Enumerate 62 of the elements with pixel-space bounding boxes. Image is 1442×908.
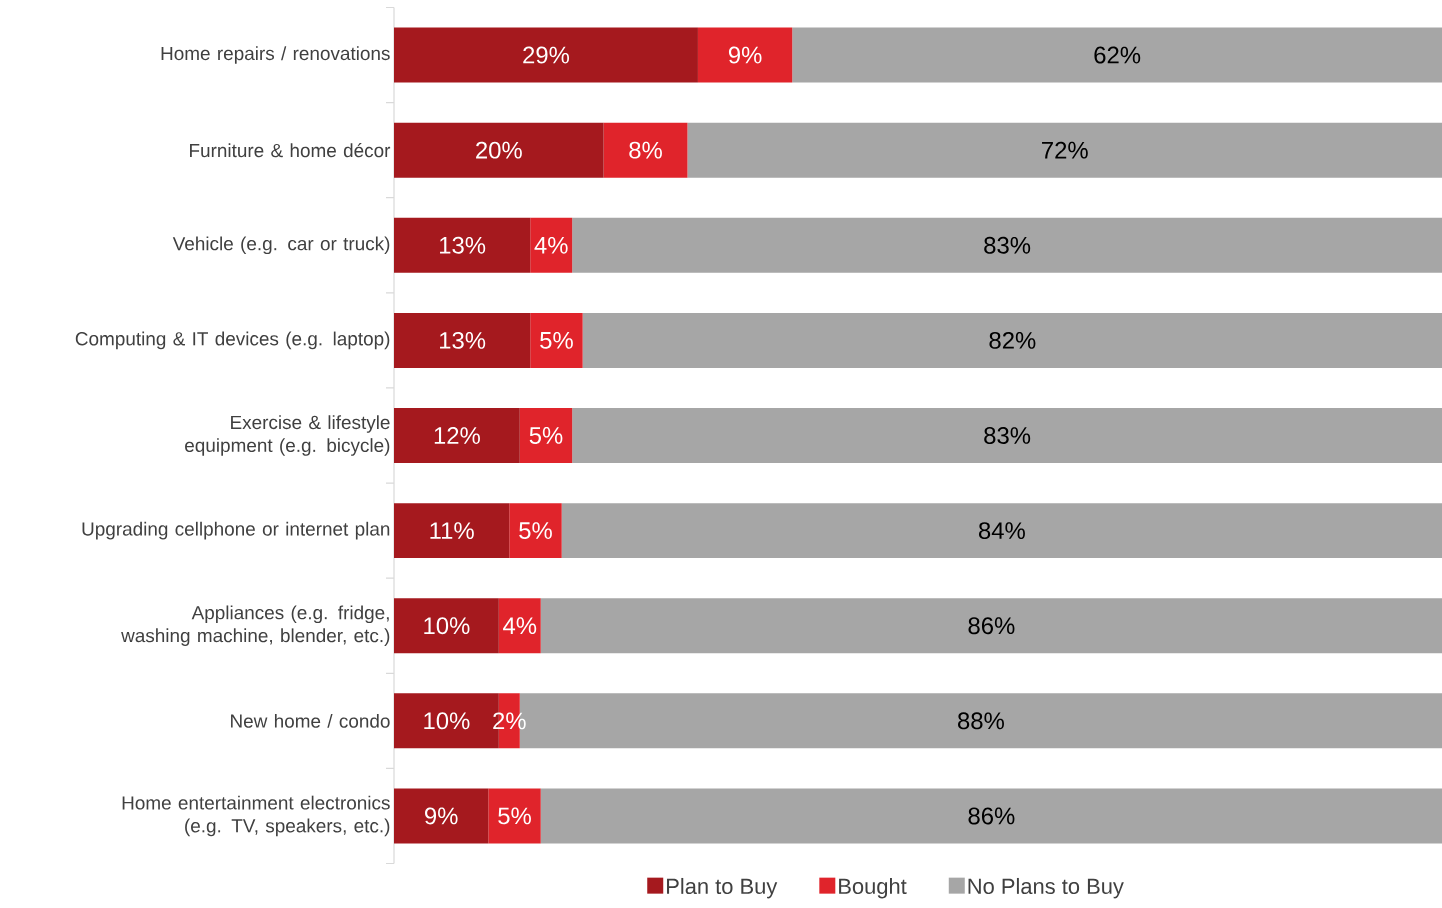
legend-label: No Plans to Buy [968, 877, 1124, 899]
bar [603, 122, 688, 178]
data-label: 83% [984, 427, 1031, 444]
data-label: 83% [984, 236, 1031, 254]
data-label: 86% [968, 617, 1015, 635]
data-label: 4% [503, 617, 537, 635]
bar [509, 503, 562, 559]
data-label: 84% [978, 522, 1025, 540]
y-tick-label: Vehicle (e.g. car or truck) [172, 236, 390, 255]
data-label: 5% [540, 331, 573, 349]
bar [572, 217, 1442, 273]
data-label: 12% [434, 427, 480, 444]
y-tick-label: Computing & IT devices (e.g. laptop) [75, 331, 390, 350]
data-label: 13% [440, 331, 486, 349]
data-label: 8% [629, 141, 662, 159]
y-tick-label: Home repairs / renovations [161, 46, 390, 64]
y-tick-label: Furniture & home décor [190, 143, 391, 158]
y-tick-label: Home entertainment electronics (e.g. TV, speakers, etc.) [122, 795, 390, 837]
data-label: 9% [425, 807, 458, 825]
bar [582, 312, 1442, 368]
bar [394, 122, 604, 178]
bar [394, 312, 531, 368]
bar [530, 312, 583, 368]
bar [394, 788, 489, 844]
bar [792, 27, 1442, 83]
bar [697, 27, 793, 83]
bar [394, 408, 520, 463]
bar [394, 503, 510, 559]
bar [530, 217, 573, 273]
data-label: 29% [523, 46, 570, 64]
y-tick-label: Appliances (e.g. fridge, washing machine, blender, etc.) [121, 605, 390, 646]
y-tick-label: Exercise & lifestyle equipment (e.g. bicycle) [185, 415, 390, 456]
data-label: 9% [728, 46, 762, 64]
bar [540, 598, 1442, 654]
bar [540, 788, 1442, 844]
bar [519, 408, 573, 463]
data-label: 20% [476, 141, 522, 159]
bar [488, 788, 541, 844]
data-label: 88% [958, 712, 1004, 730]
bar [561, 503, 1442, 559]
data-label: 62% [1094, 46, 1141, 64]
data-label: 11% [430, 522, 474, 539]
bar [394, 27, 698, 83]
data-label: 82% [989, 331, 1036, 349]
bar [498, 598, 541, 654]
data-label: 5% [519, 522, 552, 540]
legend-label: Plan to Buy [667, 877, 778, 899]
data-label: 4% [534, 236, 568, 254]
legend-label: Bought [839, 877, 907, 899]
data-label: 13% [440, 236, 486, 254]
bar [687, 122, 1442, 178]
y-tick-label: New home / condo [231, 713, 390, 728]
bar [394, 217, 531, 273]
data-label: 86% [968, 807, 1015, 825]
data-label: 10% [424, 712, 470, 730]
data-label: 5% [529, 427, 563, 444]
y-tick-label: Upgrading cellphone or internet plan [82, 521, 390, 540]
bar [572, 408, 1442, 463]
data-label: 10% [424, 617, 470, 635]
data-label: 5% [498, 807, 531, 825]
bar [394, 598, 499, 654]
data-label: 72% [1042, 141, 1088, 159]
